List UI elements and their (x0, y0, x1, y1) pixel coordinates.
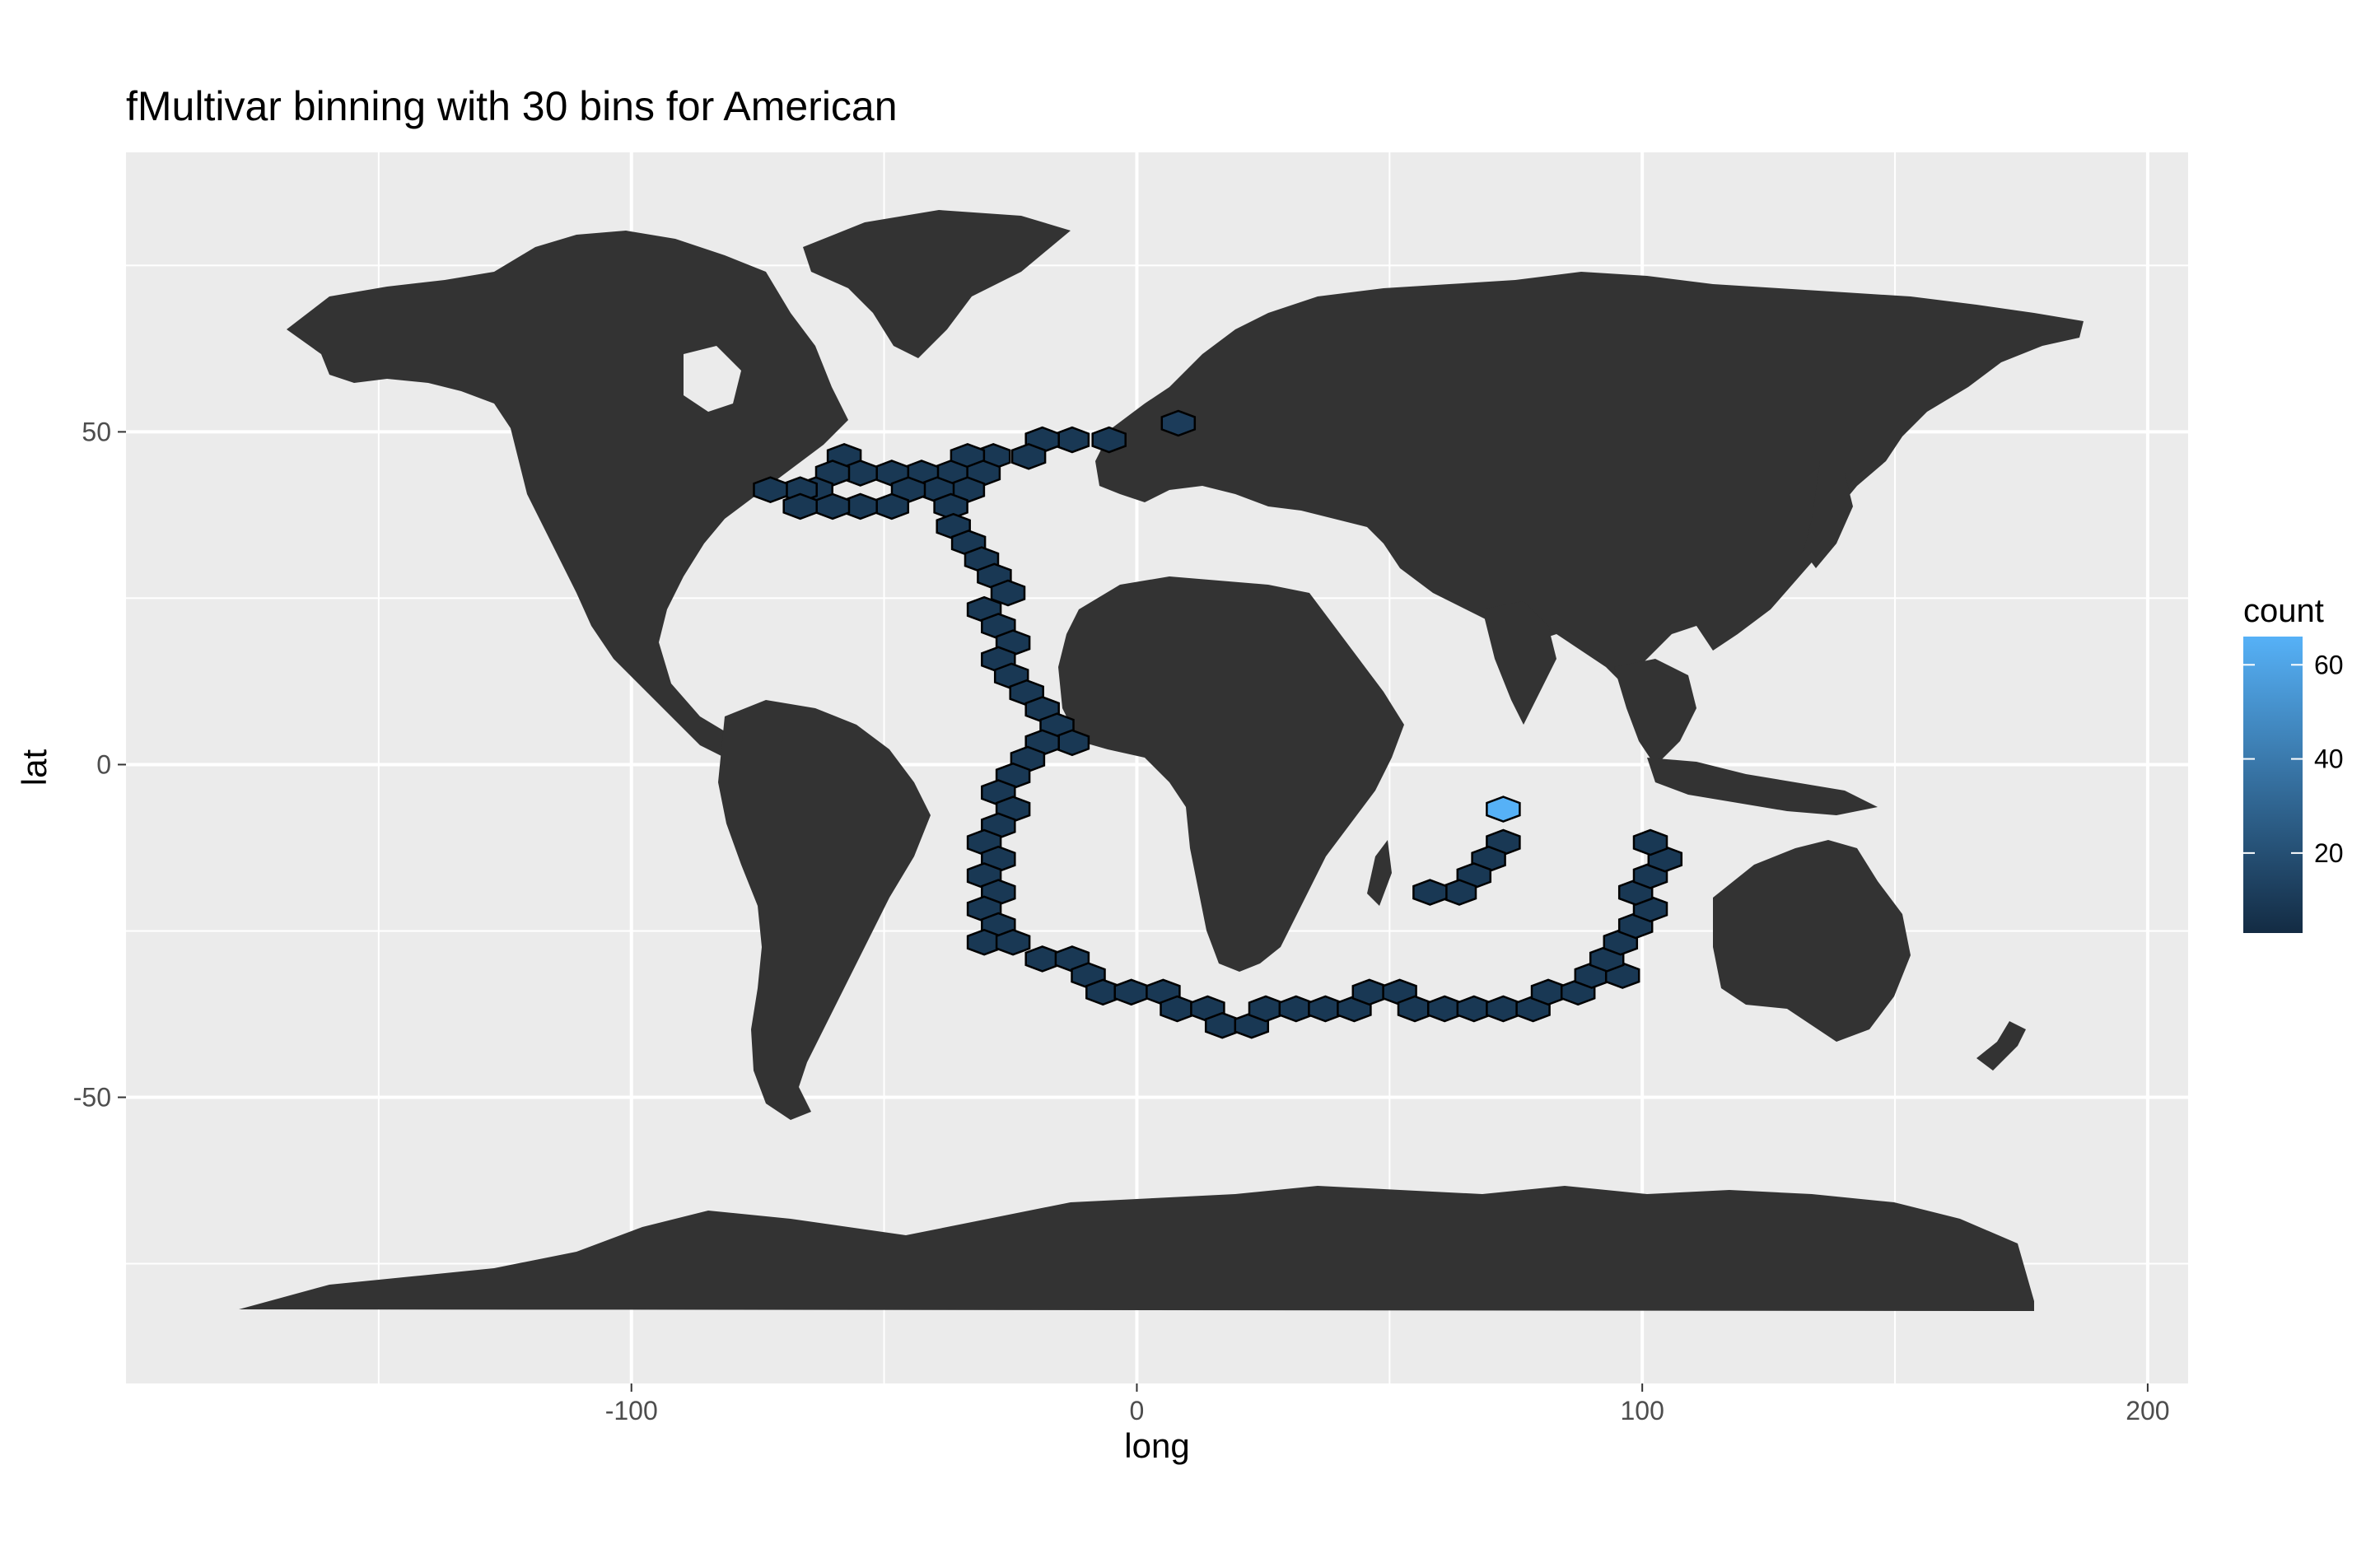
legend-label: 20 (2314, 838, 2344, 868)
x-tick-label: -100 (605, 1396, 658, 1425)
hex-bin (814, 492, 851, 520)
hex-bin (1456, 995, 1492, 1023)
legend-ticks: 20 40 60 (2243, 650, 2344, 868)
y-tick-label: 0 (96, 749, 111, 779)
hex-bin (1010, 442, 1047, 470)
hex-bin (1632, 828, 1668, 856)
hex-bin (1024, 945, 1060, 973)
y-axis: -50 0 50 (73, 417, 126, 1113)
hex-bin (1412, 879, 1448, 906)
hex-bin (1054, 426, 1090, 454)
hudson-bay-shape (684, 346, 741, 412)
hex-bin (1530, 978, 1566, 1006)
madagascar-shape (1367, 840, 1392, 906)
hex-bin (1278, 995, 1314, 1023)
africa-shape (1058, 576, 1404, 972)
hex-bin (1054, 729, 1090, 757)
hex-bin (1397, 995, 1433, 1023)
world-land (239, 210, 2084, 1311)
hex-bin (753, 476, 788, 504)
southeast-asia-shape (1614, 659, 1696, 766)
hex-bin (1091, 426, 1127, 454)
hex-bin (1204, 1011, 1240, 1039)
chart-title: fMultivar binning with 30 bins for Ameri… (126, 83, 898, 129)
x-tick-label: 0 (1130, 1396, 1145, 1425)
plot-panel (126, 152, 2188, 1383)
y-tick-label: 50 (82, 417, 111, 446)
hex-bin (874, 492, 910, 520)
hex-bin (1160, 995, 1195, 1023)
x-tick-label: 100 (1620, 1396, 1664, 1425)
x-tick-label: 200 (2126, 1396, 2169, 1425)
x-axis-title: long (1124, 1426, 1189, 1465)
japan-shape (1804, 461, 1853, 568)
hex-bin (933, 492, 968, 520)
legend-label: 60 (2314, 650, 2344, 679)
hex-bin (1113, 978, 1149, 1006)
hex-bin (1426, 995, 1463, 1023)
legend-colorbar (2243, 637, 2303, 933)
hex-bin (995, 928, 1031, 956)
australia-shape (1713, 840, 1911, 1042)
hex-bin (1351, 978, 1388, 1006)
south-america-shape (718, 700, 931, 1120)
hex-bin (1486, 995, 1521, 1023)
y-tick-label: -50 (73, 1083, 111, 1113)
y-axis-title: lat (15, 749, 54, 786)
hex-bin (782, 492, 818, 520)
legend-label: 40 (2314, 744, 2344, 774)
legend-title: count (2243, 593, 2324, 629)
antarctica-shape (239, 1186, 2034, 1311)
hex-bin (1486, 795, 1521, 823)
hex-bin (1441, 879, 1477, 906)
legend: count 20 40 60 (2243, 593, 2344, 933)
hex-bin (1248, 995, 1284, 1023)
hex-bin (1160, 409, 1197, 437)
hexbin-layer (753, 409, 1683, 1039)
new-zealand-shape (1976, 1021, 2026, 1071)
india-shape (1482, 601, 1556, 725)
europe-asia-shape (1095, 272, 2084, 684)
greenland-shape (803, 210, 1071, 358)
x-axis: -100 0 100 200 (605, 1383, 2170, 1425)
indonesia-shape (1647, 758, 1878, 815)
